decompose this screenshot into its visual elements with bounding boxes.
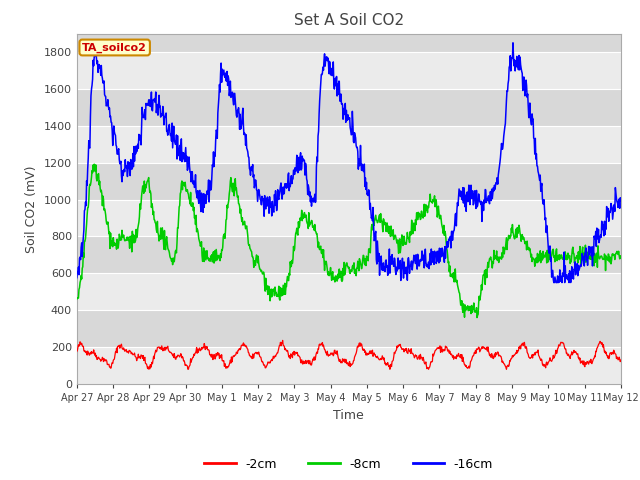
Bar <box>77 347 621 384</box>
X-axis label: Time: Time <box>333 408 364 421</box>
Bar <box>77 200 621 237</box>
Y-axis label: Soil CO2 (mV): Soil CO2 (mV) <box>25 165 38 252</box>
Bar <box>77 163 621 200</box>
Legend: -2cm, -8cm, -16cm: -2cm, -8cm, -16cm <box>200 453 498 476</box>
Bar <box>77 237 621 273</box>
Bar <box>77 273 621 310</box>
Title: Set A Soil CO2: Set A Soil CO2 <box>294 13 404 28</box>
Bar <box>77 89 621 126</box>
Text: TA_soilco2: TA_soilco2 <box>82 42 147 53</box>
Bar <box>77 52 621 89</box>
Bar <box>77 126 621 163</box>
Bar <box>77 310 621 347</box>
